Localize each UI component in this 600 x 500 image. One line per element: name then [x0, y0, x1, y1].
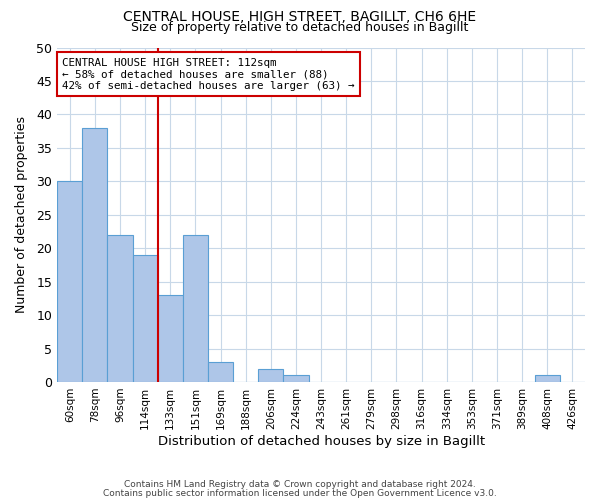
Bar — [107, 235, 133, 382]
Bar — [208, 362, 233, 382]
Text: CENTRAL HOUSE HIGH STREET: 112sqm
← 58% of detached houses are smaller (88)
42% : CENTRAL HOUSE HIGH STREET: 112sqm ← 58% … — [62, 58, 355, 90]
Bar — [82, 128, 107, 382]
Bar — [183, 235, 208, 382]
Bar — [283, 376, 308, 382]
Bar — [133, 255, 158, 382]
X-axis label: Distribution of detached houses by size in Bagillt: Distribution of detached houses by size … — [158, 434, 485, 448]
Bar — [57, 182, 82, 382]
Y-axis label: Number of detached properties: Number of detached properties — [15, 116, 28, 313]
Text: Size of property relative to detached houses in Bagillt: Size of property relative to detached ho… — [131, 21, 469, 34]
Bar — [258, 368, 283, 382]
Bar — [535, 376, 560, 382]
Text: Contains HM Land Registry data © Crown copyright and database right 2024.: Contains HM Land Registry data © Crown c… — [124, 480, 476, 489]
Text: CENTRAL HOUSE, HIGH STREET, BAGILLT, CH6 6HE: CENTRAL HOUSE, HIGH STREET, BAGILLT, CH6… — [124, 10, 476, 24]
Bar — [158, 295, 183, 382]
Text: Contains public sector information licensed under the Open Government Licence v3: Contains public sector information licen… — [103, 488, 497, 498]
